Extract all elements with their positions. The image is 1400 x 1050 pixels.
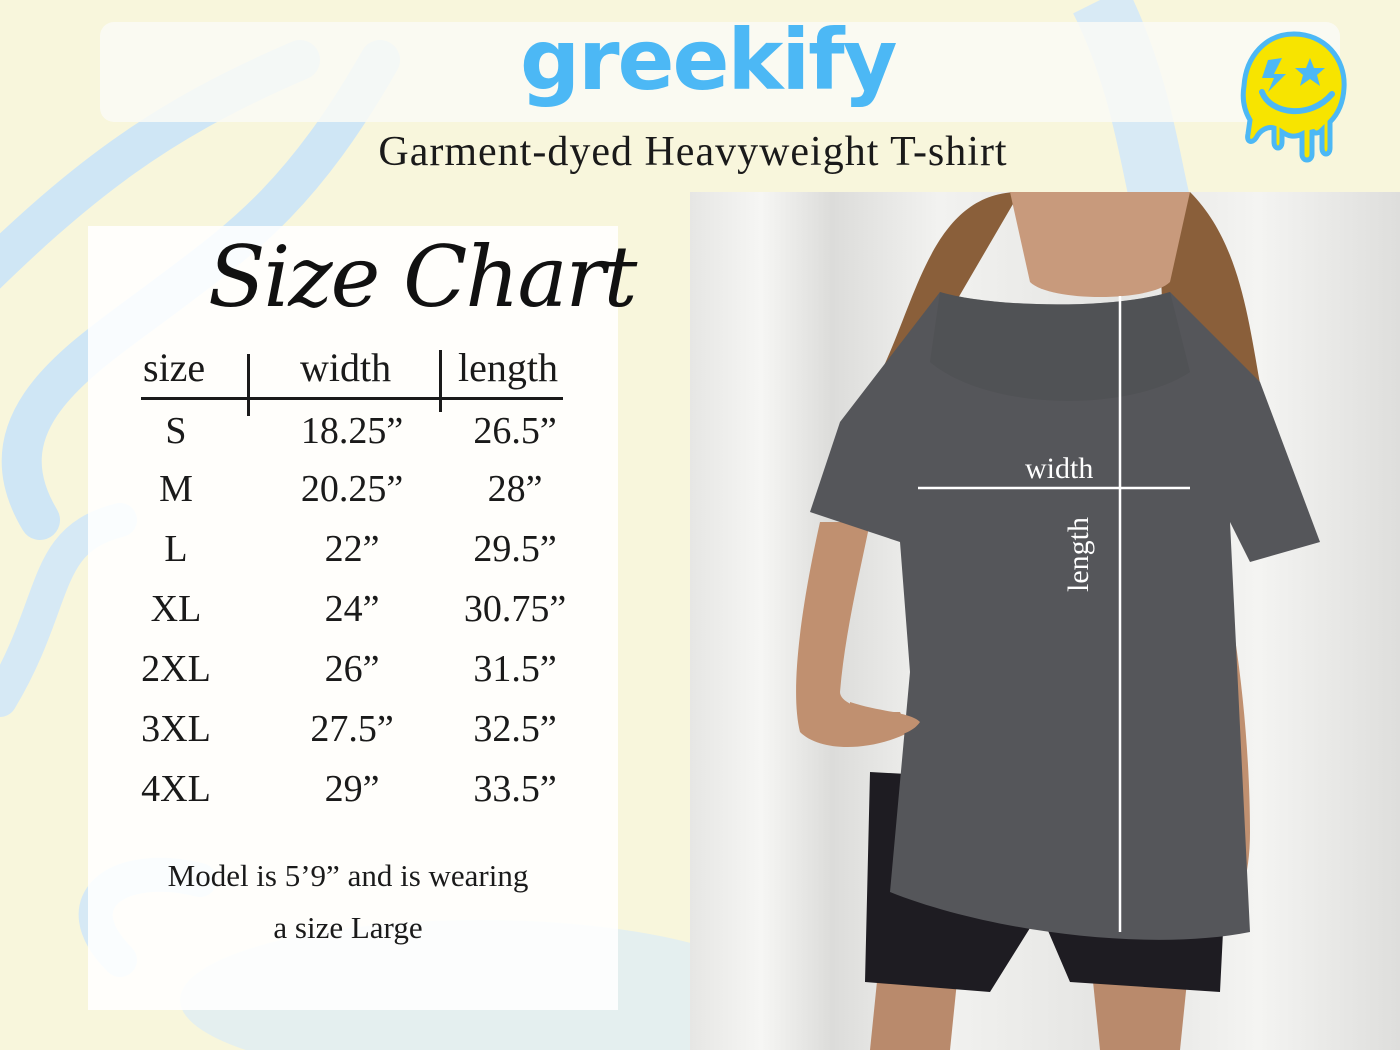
cell-length: 33.5” (473, 768, 557, 810)
header-length: length (458, 345, 558, 390)
header-size: size (143, 345, 206, 390)
size-chart-panel (88, 226, 618, 1010)
cell-length: 31.5” (473, 648, 557, 690)
cell-width: 22” (324, 528, 380, 570)
model-note-line1: Model is 5’9” and is wearing (167, 858, 529, 893)
width-measure-label: width (1025, 452, 1094, 485)
cell-length: 30.75” (463, 588, 567, 630)
cell-length: 26.5” (473, 410, 557, 452)
cell-width: 20.25” (300, 468, 404, 510)
header-band (100, 22, 1340, 122)
cell-size: 2XL (141, 648, 211, 690)
model-note-line2: a size Large (273, 910, 423, 945)
size-chart-title: Size Chart (208, 228, 637, 326)
column-divider (439, 350, 442, 412)
cell-length: 32.5” (473, 708, 557, 750)
header-width: width (300, 345, 392, 390)
cell-width: 27.5” (310, 708, 394, 750)
table-divider (141, 397, 563, 400)
cell-width: 18.25” (300, 410, 404, 452)
drippy-smiley-icon (1240, 31, 1347, 163)
cell-width: 24” (324, 588, 380, 630)
product-subtitle: Garment-dyed Heavyweight T-shirt (378, 129, 1008, 175)
cell-length: 29.5” (473, 528, 557, 570)
cell-size: XL (150, 588, 202, 630)
length-measure-label: length (1062, 517, 1095, 592)
cell-width: 29” (324, 768, 380, 810)
cell-size: S (165, 410, 187, 452)
cell-size: M (159, 468, 193, 510)
column-divider (247, 354, 250, 416)
cell-length: 28” (487, 468, 543, 510)
cell-width: 26” (324, 648, 380, 690)
cell-size: 3XL (141, 708, 211, 750)
cell-size: 4XL (141, 768, 211, 810)
cell-size: L (164, 528, 188, 570)
brand-logo: greekify (520, 11, 897, 109)
model-photo: width length (690, 192, 1400, 1050)
